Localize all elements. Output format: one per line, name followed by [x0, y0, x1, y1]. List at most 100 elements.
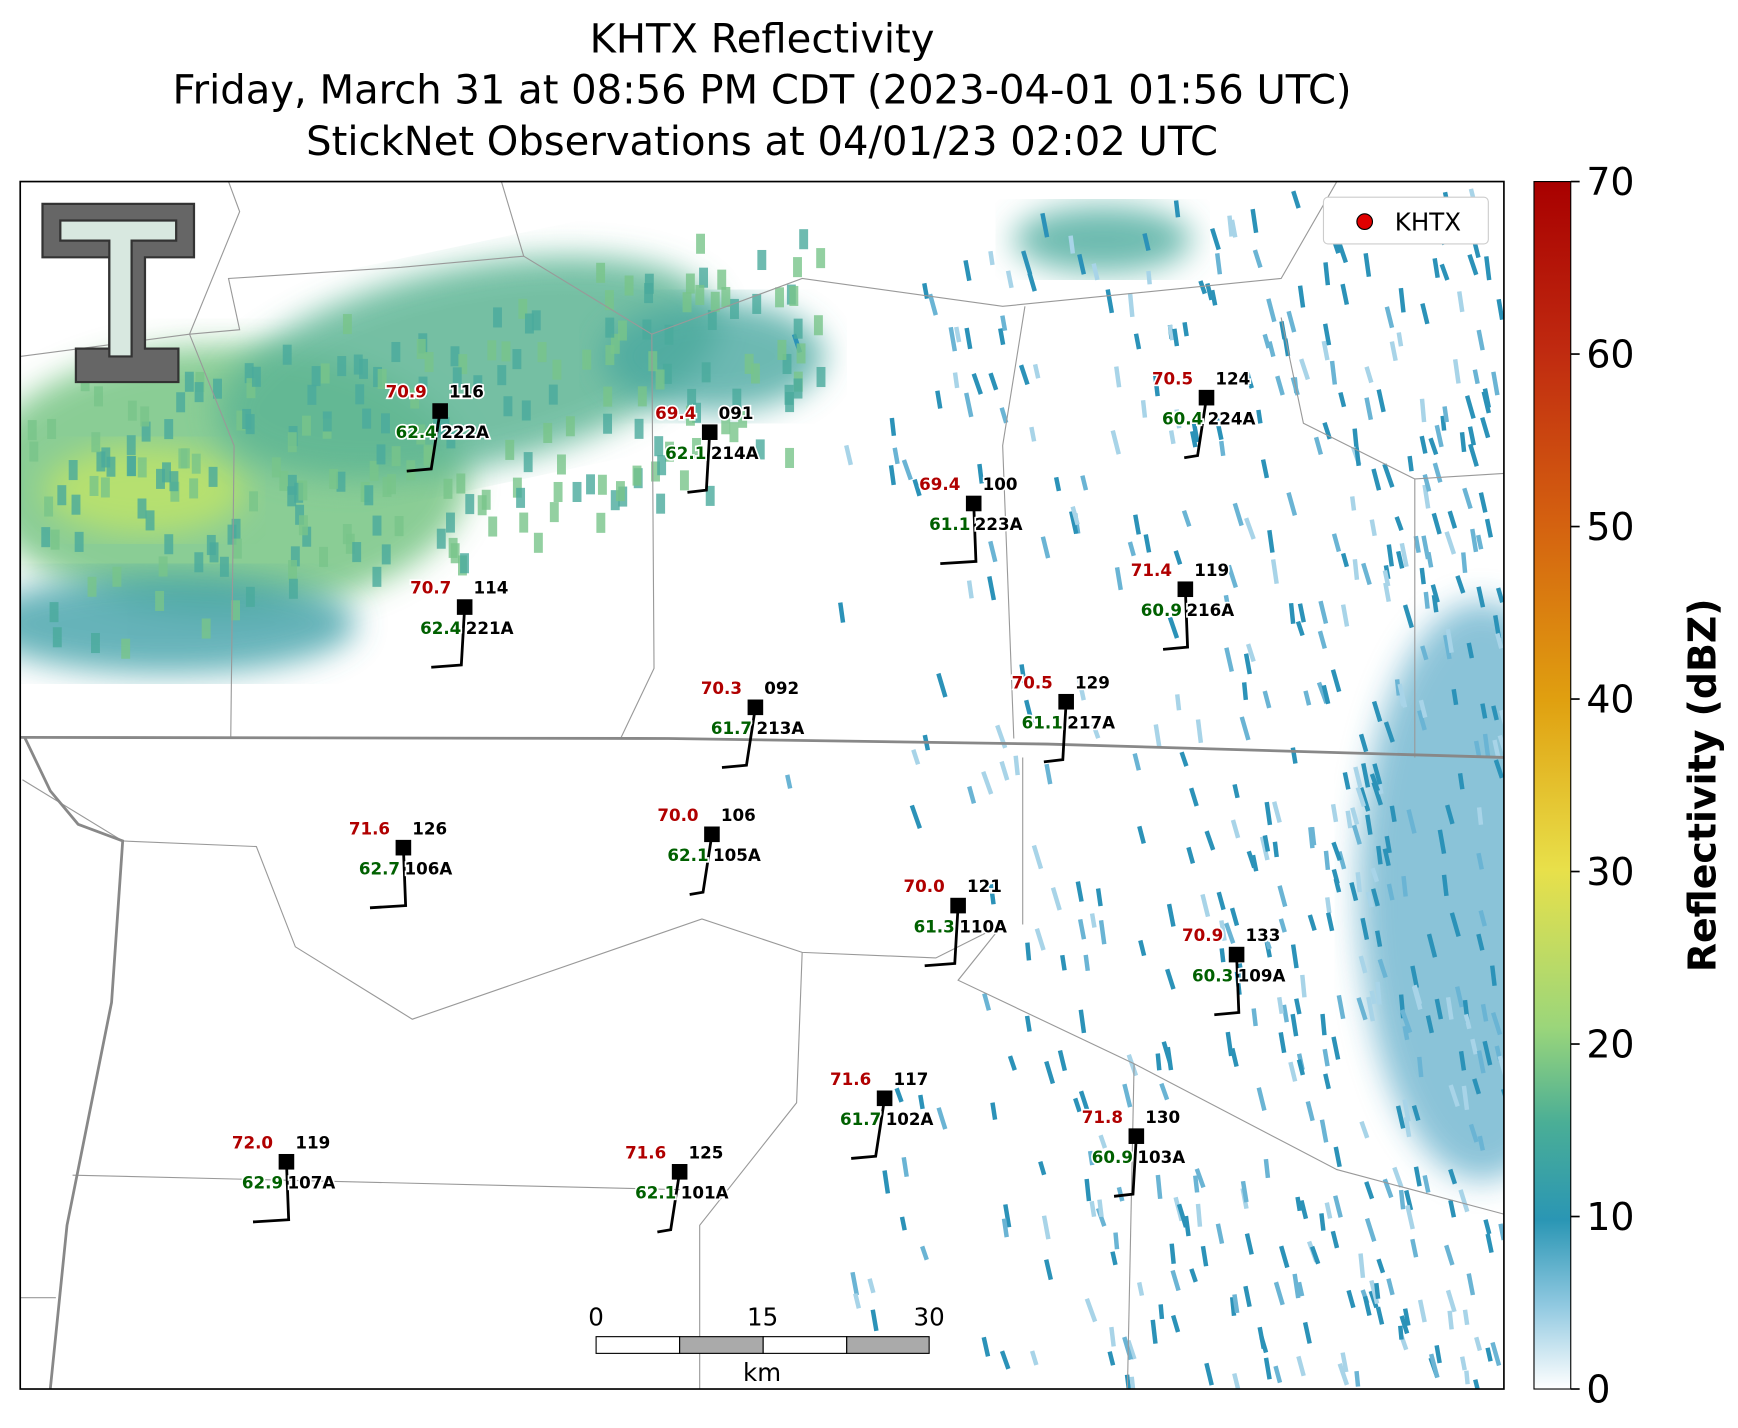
radar-gate	[1371, 468, 1382, 491]
radar-gate	[1448, 1199, 1457, 1218]
station: 70.5 124 60.4 224A	[1150, 367, 1257, 460]
radar-gate	[597, 474, 607, 495]
radar-gate	[1320, 1013, 1327, 1036]
radar-gate	[246, 378, 256, 399]
radar-gate	[1364, 366, 1374, 384]
radar-gate	[966, 580, 974, 599]
wind-barb	[252, 1161, 291, 1224]
radar-gate	[184, 371, 194, 392]
radar-gate	[288, 578, 298, 599]
radar-gate	[553, 481, 563, 503]
radar-gate	[1143, 534, 1152, 553]
radar-gate	[1462, 1309, 1470, 1326]
radar-gate	[1364, 1217, 1377, 1242]
radar-gate	[249, 491, 259, 512]
radar-gate	[1216, 891, 1226, 911]
radar-gate	[1490, 1341, 1502, 1367]
radar-gate	[1018, 364, 1030, 386]
radar-gate	[1189, 430, 1198, 448]
radar-gate	[1165, 1046, 1174, 1071]
radar-gate	[1386, 544, 1395, 567]
radar-gate	[194, 382, 204, 403]
wind-barb	[431, 606, 467, 669]
radar-gate	[1313, 436, 1324, 456]
radar-gate	[988, 250, 995, 266]
radar-gate	[465, 494, 475, 515]
radar-gate	[793, 318, 803, 339]
radar-gate	[1044, 1259, 1054, 1281]
radar-gate	[1483, 1219, 1492, 1235]
dewpoint: 61.1	[1022, 712, 1063, 732]
radar-gate	[1136, 1281, 1145, 1297]
radar-gate	[456, 473, 466, 494]
radar-gate	[1275, 375, 1285, 396]
radar-gate	[1295, 620, 1305, 637]
radar-gate	[423, 446, 433, 467]
radar-gate	[1375, 981, 1382, 1005]
radar-gate	[610, 333, 620, 354]
radar-gate	[1251, 1008, 1258, 1027]
dewpoint: 62.9	[242, 1173, 283, 1193]
radar-gate	[755, 439, 765, 460]
station-marker	[395, 839, 412, 856]
radar-gate	[1292, 1273, 1301, 1299]
radar-gate	[1402, 1025, 1410, 1041]
radar-gate	[605, 345, 615, 366]
radar-gate	[1382, 463, 1395, 488]
temperature: 70.7	[410, 578, 451, 598]
radar-gate	[1369, 990, 1377, 1005]
radar-gate	[1299, 358, 1311, 381]
radar-gate	[91, 432, 101, 453]
radar-gate	[813, 315, 823, 336]
radar-gate	[1244, 371, 1254, 389]
radar-gate	[1317, 630, 1327, 650]
station-marker	[747, 699, 764, 716]
radar-gate	[1346, 1289, 1356, 1309]
dewpoint: 62.7	[359, 858, 400, 878]
station-value: 116	[449, 382, 484, 402]
title-line: Friday, March 31 at 08:56 PM CDT (2023-0…	[173, 68, 1352, 114]
station-value: 092	[764, 678, 799, 698]
scale-tick-label: 15	[747, 1303, 778, 1332]
radar-gate	[565, 416, 575, 437]
wind-barb	[721, 707, 757, 769]
dewpoint: 62.4	[396, 422, 437, 442]
radar-gate	[1370, 867, 1380, 883]
radar-gate	[1404, 1189, 1414, 1211]
radar-gate	[1376, 845, 1383, 865]
radar-gate	[909, 804, 922, 829]
dewpoint: 60.9	[1141, 600, 1182, 620]
radar-gate	[1325, 912, 1335, 932]
station: 70.9 133 60.3 109A	[1180, 924, 1287, 1017]
radar-gate	[1240, 1180, 1249, 1203]
radar-gate	[436, 528, 446, 549]
radar-gate	[288, 560, 297, 581]
station-value: 121	[967, 876, 1002, 896]
radar-gate	[634, 418, 644, 439]
radar-gate	[1305, 1100, 1315, 1122]
radar-gate	[685, 273, 695, 294]
radar-gate	[963, 259, 972, 282]
radar-gate	[1482, 733, 1491, 758]
radar-gate	[1352, 428, 1359, 450]
radar-gate	[1244, 1233, 1254, 1255]
radar-gate	[1270, 559, 1279, 585]
radar-gate	[782, 353, 792, 375]
radar-gate	[816, 366, 826, 388]
radar-gate	[369, 460, 379, 481]
radar-gate	[1243, 653, 1252, 675]
radar-gate	[988, 540, 998, 563]
radar-gate	[1406, 809, 1417, 834]
radar-gate	[701, 362, 711, 383]
radar-gate	[1279, 1245, 1290, 1269]
radar-gate	[1091, 263, 1100, 281]
radar-gate	[1245, 643, 1256, 663]
radar-gate	[1417, 710, 1427, 731]
radar-gate	[493, 307, 502, 328]
radar-gate	[391, 341, 401, 363]
radar-gate	[1457, 772, 1465, 790]
radar-gate	[377, 369, 387, 390]
radar-gate	[1013, 755, 1020, 776]
radar-gate	[44, 496, 54, 517]
radar-gate	[1294, 998, 1302, 1015]
